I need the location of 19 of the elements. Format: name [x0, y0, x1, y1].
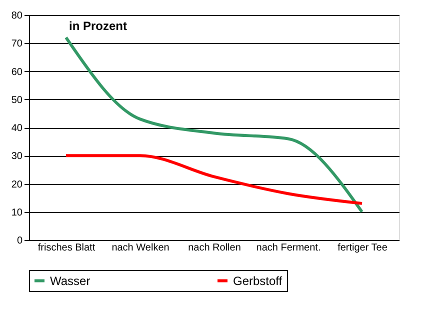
x-tick-label: fertiger Tee: [338, 242, 388, 254]
x-tick-label: nach Welken: [112, 242, 170, 254]
y-tick-label: 40: [11, 123, 23, 134]
line-series: [64, 36, 364, 214]
y-tick-label: 60: [11, 66, 23, 78]
y-tick-label: 70: [11, 38, 23, 50]
y-tick-label: 20: [11, 179, 23, 190]
x-tick-label: nach Rollen: [188, 242, 241, 254]
y-tick-label: 50: [11, 94, 23, 106]
y-tick-label: 10: [11, 207, 23, 218]
x-tick-label: frisches Blatt: [38, 242, 96, 254]
legend-label: Gerbstoff: [233, 274, 283, 288]
annotation: in Prozent: [69, 19, 128, 33]
legend-label: Wasser: [50, 274, 90, 288]
y-tick-label: 30: [11, 151, 23, 162]
y-tick-label: 0: [16, 236, 23, 246]
x-tick-label: nach Ferment.: [256, 242, 321, 254]
line-series: [64, 154, 364, 205]
y-tick-label: 80: [11, 10, 23, 22]
